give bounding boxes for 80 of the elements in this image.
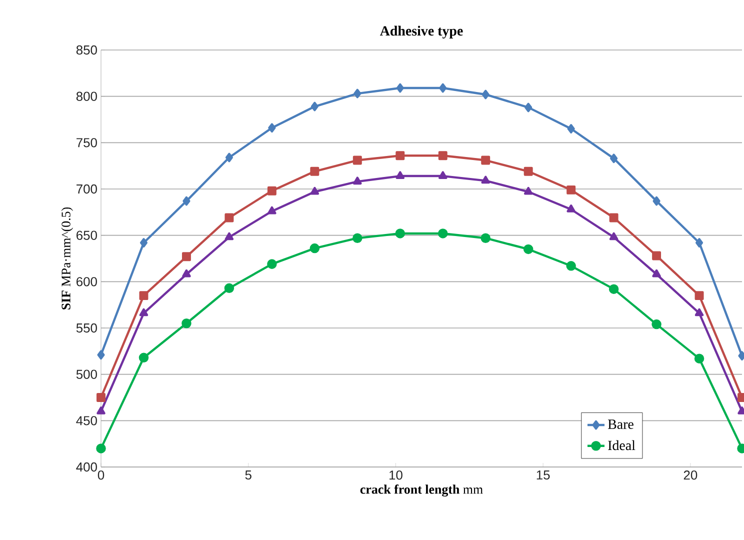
point	[567, 124, 575, 134]
point	[310, 166, 320, 176]
point	[310, 243, 320, 254]
point	[438, 151, 448, 160]
y-tick-label: 450	[76, 416, 97, 426]
point	[566, 204, 576, 212]
point	[96, 393, 106, 402]
x-tick-label: 15	[536, 470, 550, 480]
point	[268, 206, 276, 214]
legend-label: Ideal	[608, 440, 636, 450]
y-tick-label: 500	[76, 370, 97, 379]
point	[96, 444, 106, 454]
y-tick-label: 400	[76, 462, 97, 472]
point	[481, 176, 490, 184]
point	[396, 83, 404, 93]
point	[310, 102, 318, 112]
point	[139, 308, 148, 316]
point	[396, 171, 405, 180]
point	[352, 156, 362, 165]
point	[694, 291, 704, 300]
point	[524, 102, 532, 112]
point	[652, 196, 660, 206]
y-axis-title: SIF MPa·mm^(0.5)	[61, 207, 74, 310]
point	[96, 406, 106, 414]
y-tick-label: 850	[76, 45, 97, 55]
point	[439, 83, 447, 93]
point	[609, 213, 618, 222]
point	[353, 176, 362, 185]
point	[310, 186, 320, 195]
y-tick-label: 700	[76, 184, 97, 194]
point	[267, 186, 276, 196]
point	[652, 269, 661, 278]
point	[438, 228, 448, 238]
point	[182, 318, 192, 328]
point	[438, 171, 448, 180]
point	[652, 319, 662, 330]
point	[608, 284, 619, 294]
point	[139, 291, 148, 300]
point	[182, 252, 191, 262]
chart-title: Adhesive type	[380, 26, 463, 39]
point	[609, 232, 618, 240]
point	[694, 308, 704, 316]
point	[524, 186, 533, 195]
point	[652, 251, 662, 260]
point	[566, 185, 576, 194]
point	[396, 151, 405, 160]
point	[140, 238, 148, 248]
point	[480, 233, 490, 243]
point	[695, 238, 704, 248]
point	[566, 261, 576, 271]
y-tick-label: 550	[76, 323, 97, 333]
x-tick-label: 10	[390, 470, 402, 480]
point	[354, 88, 362, 98]
point	[224, 283, 234, 294]
y-tick-label: 800	[76, 92, 97, 101]
point	[352, 233, 362, 243]
point	[97, 350, 105, 360]
point	[395, 228, 406, 238]
point	[268, 123, 276, 133]
point	[224, 232, 234, 240]
y-tick-label: 650	[76, 230, 97, 240]
x-tick-label: 5	[245, 470, 252, 480]
point	[694, 354, 704, 364]
x-axis-title: crack front length mm	[360, 484, 483, 497]
point	[224, 213, 234, 222]
point	[523, 244, 534, 254]
point	[481, 156, 490, 165]
y-tick-label: 750	[76, 138, 97, 148]
point	[225, 152, 233, 162]
point	[182, 269, 191, 278]
point	[182, 196, 190, 206]
x-tick-label: 20	[684, 470, 698, 480]
point	[267, 259, 277, 269]
point	[610, 154, 618, 164]
legend-label: Bare	[608, 420, 634, 429]
point	[482, 90, 490, 100]
point	[138, 352, 149, 363]
point	[524, 166, 533, 176]
y-tick-label: 600	[76, 277, 97, 286]
x-tick-label: 0	[98, 470, 104, 480]
